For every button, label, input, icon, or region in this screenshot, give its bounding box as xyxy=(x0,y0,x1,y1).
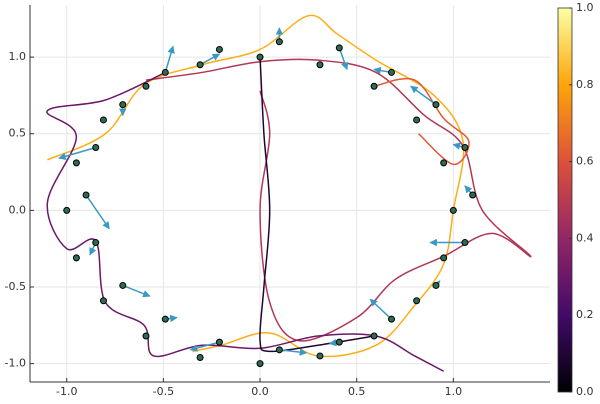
x-tick-label: 0.0 xyxy=(251,385,269,398)
point xyxy=(161,68,169,76)
y-tick-label: -1.0 xyxy=(5,357,26,370)
point xyxy=(275,38,283,46)
point xyxy=(99,297,107,305)
vector-arrow xyxy=(410,85,437,106)
vector-arrow xyxy=(189,341,220,352)
point xyxy=(92,239,100,247)
point xyxy=(142,332,150,340)
point xyxy=(99,116,107,124)
point xyxy=(432,101,440,109)
point xyxy=(469,191,477,199)
point xyxy=(449,206,457,214)
y-tick-label: 0.0 xyxy=(9,203,27,216)
point xyxy=(387,315,395,323)
point xyxy=(461,144,469,152)
colorbar-tick-label: 1.0 xyxy=(576,1,594,14)
point xyxy=(413,297,421,305)
y-tick-label: 0.5 xyxy=(9,127,27,140)
point xyxy=(72,159,80,167)
colorbar xyxy=(557,7,573,393)
vector-arrow xyxy=(369,298,392,320)
trajectory xyxy=(145,58,532,342)
point xyxy=(196,353,204,361)
vector-arrow xyxy=(85,194,110,230)
point xyxy=(92,144,100,152)
point xyxy=(119,101,127,109)
point xyxy=(432,281,440,289)
x-tick-label: 1.0 xyxy=(445,385,463,398)
point xyxy=(440,159,448,167)
vector-arrow xyxy=(58,146,96,160)
point xyxy=(387,68,395,76)
colorbar-tick-label: 0.4 xyxy=(576,231,594,244)
vector-arrow xyxy=(338,47,349,71)
y-tick-label: -0.5 xyxy=(5,280,26,293)
point xyxy=(72,254,80,262)
point xyxy=(316,61,324,69)
trajectory xyxy=(47,14,465,358)
x-tick-label: -0.5 xyxy=(153,385,174,398)
point xyxy=(119,281,127,289)
point xyxy=(316,352,324,360)
trajectory xyxy=(373,77,470,166)
colorbar-tick-label: 0.0 xyxy=(576,385,594,398)
point xyxy=(161,315,169,323)
point xyxy=(63,206,71,214)
colorbar-tick-label: 0.6 xyxy=(576,155,594,168)
trajectory xyxy=(46,71,445,372)
point xyxy=(440,254,448,262)
point xyxy=(215,45,223,53)
trajectory xyxy=(259,57,375,353)
x-tick-label: -1.0 xyxy=(56,385,77,398)
point xyxy=(370,82,378,90)
point xyxy=(461,239,469,247)
y-tick-label: 1.0 xyxy=(9,50,27,63)
point xyxy=(256,53,264,61)
point xyxy=(413,116,421,124)
x-tick-label: 0.5 xyxy=(348,385,366,398)
point xyxy=(82,191,90,199)
point xyxy=(196,61,204,69)
colorbar-tick-label: 0.8 xyxy=(576,78,594,91)
point xyxy=(256,360,264,368)
colorbar-tick-label: 0.2 xyxy=(576,308,594,321)
point xyxy=(142,82,150,90)
point xyxy=(370,332,378,340)
point xyxy=(335,338,343,346)
vector-arrow xyxy=(279,348,308,356)
point xyxy=(215,338,223,346)
point xyxy=(275,346,283,354)
vector-arrow xyxy=(199,53,221,66)
point xyxy=(335,44,343,52)
vector-arrow xyxy=(122,284,151,298)
vector-arrow xyxy=(164,45,175,73)
